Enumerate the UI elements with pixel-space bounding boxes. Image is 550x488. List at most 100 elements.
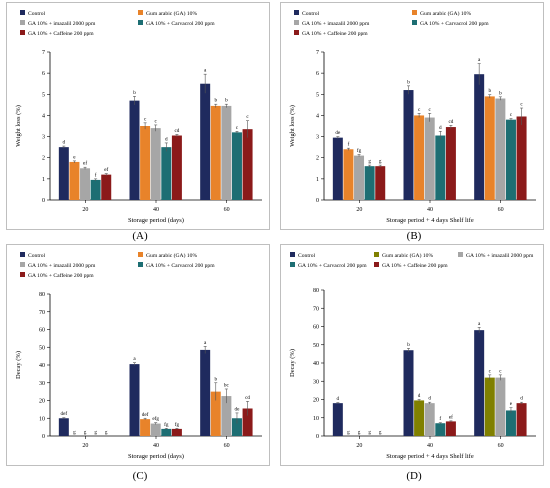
legend-label: Control (28, 11, 46, 17)
legend-swatch (458, 252, 463, 257)
chart-panel-c: Control Gum arabic (GA) 10% GA 10% + imaza… (6, 244, 270, 466)
legend-swatch (138, 252, 143, 257)
bar (414, 400, 425, 436)
y-axis-label: Weight loss (%) (15, 105, 22, 147)
significance-letter: a (478, 321, 481, 327)
y-tick-label: 4 (42, 113, 45, 119)
legend-swatch (20, 30, 25, 35)
significance-letter: g (379, 159, 382, 165)
y-tick-label: 50 (313, 343, 319, 349)
y-tick-label: 3 (316, 135, 319, 141)
bar (332, 137, 343, 200)
significance-letter: g (94, 430, 97, 436)
bar (403, 350, 414, 436)
significance-letter: g (73, 430, 76, 436)
bar (101, 174, 112, 200)
bar (242, 129, 253, 200)
chart-panel-d: Control Gum arabic (GA) 10% GA 10% + imaza… (280, 244, 544, 466)
significance-letter: cd (174, 128, 179, 134)
legend-swatch (374, 252, 379, 257)
bar (69, 161, 80, 200)
bar (140, 126, 151, 200)
significance-letter: g (358, 430, 361, 436)
y-tick-label: 50 (39, 345, 45, 351)
x-tick-label: 60 (224, 207, 230, 213)
y-tick-label: 80 (313, 288, 319, 294)
y-axis-label: Weight loss (%) (289, 105, 296, 147)
panel-label-d: (D) (406, 470, 422, 482)
significance-letter: c (418, 107, 421, 113)
bar (171, 428, 182, 436)
significance-letter: g (368, 159, 371, 165)
y-tick-label: 40 (39, 363, 45, 369)
significance-letter: def (61, 410, 68, 417)
panel-label-c: (C) (132, 470, 148, 482)
bar (516, 403, 527, 436)
significance-letter: c (510, 112, 513, 118)
significance-letter: a (478, 57, 481, 63)
bar (354, 155, 365, 200)
y-tick-label: 70 (39, 310, 45, 316)
y-tick-label: 60 (39, 328, 45, 334)
significance-letter: b (407, 342, 410, 348)
significance-letter: d (520, 396, 523, 402)
y-tick-label: 7 (42, 50, 45, 56)
legend-label: GA 10% + Caffeine 200 ppm (28, 272, 94, 279)
legend-swatch (412, 10, 417, 15)
significance-letter: d (63, 140, 66, 146)
legend-swatch (138, 262, 143, 267)
bar (150, 128, 161, 200)
bar (150, 423, 161, 436)
legend-label: GA 10% + Caffeine 200 ppm (302, 30, 368, 37)
bar (80, 168, 91, 200)
bar (58, 147, 69, 200)
bar (242, 408, 253, 436)
bar (414, 115, 425, 200)
x-tick-label: 40 (427, 443, 433, 449)
bar (495, 98, 506, 200)
panel-label-b: (B) (406, 230, 422, 242)
significance-letter: d (165, 136, 168, 142)
bar (161, 147, 172, 200)
significance-letter: efg (152, 415, 159, 422)
bar (140, 419, 151, 436)
x-tick-label: 40 (153, 443, 159, 449)
y-tick-label: 6 (42, 71, 45, 77)
bar (221, 396, 232, 436)
legend-swatch (412, 20, 417, 25)
bar (231, 132, 242, 200)
bar (332, 403, 343, 436)
bar (403, 90, 414, 200)
legend-swatch (20, 272, 25, 277)
bar (484, 96, 495, 200)
legend-label: Control (302, 11, 320, 17)
significance-letter: c (520, 102, 523, 108)
y-tick-label: 3 (42, 135, 45, 141)
significance-letter: c (246, 114, 249, 120)
legend-label: Control (298, 253, 316, 259)
significance-letter: b (488, 88, 491, 94)
bar (129, 100, 140, 200)
y-tick-label: 7 (316, 50, 319, 56)
significance-letter: bc (224, 382, 230, 388)
significance-letter: ef (449, 413, 453, 420)
legend-swatch (374, 262, 379, 267)
legend-swatch (20, 262, 25, 267)
y-tick-label: 40 (313, 361, 319, 367)
x-axis-label: Storage period (days) (128, 217, 184, 224)
significance-letter: a (204, 68, 207, 74)
significance-letter: b (214, 376, 217, 382)
legend-swatch (294, 20, 299, 25)
bar (210, 391, 221, 436)
significance-letter: fg (357, 147, 362, 154)
bar (474, 74, 485, 200)
bar (210, 105, 221, 200)
x-tick-label: 60 (224, 443, 230, 449)
legend-label: GA 10% + Carvacrol 200 ppm (420, 21, 489, 27)
bar (221, 105, 232, 200)
significance-letter: b (499, 90, 502, 96)
significance-letter: f (348, 141, 350, 148)
y-axis-label: Decay (%) (289, 349, 296, 377)
bar (474, 330, 485, 436)
x-tick-label: 40 (427, 207, 433, 213)
